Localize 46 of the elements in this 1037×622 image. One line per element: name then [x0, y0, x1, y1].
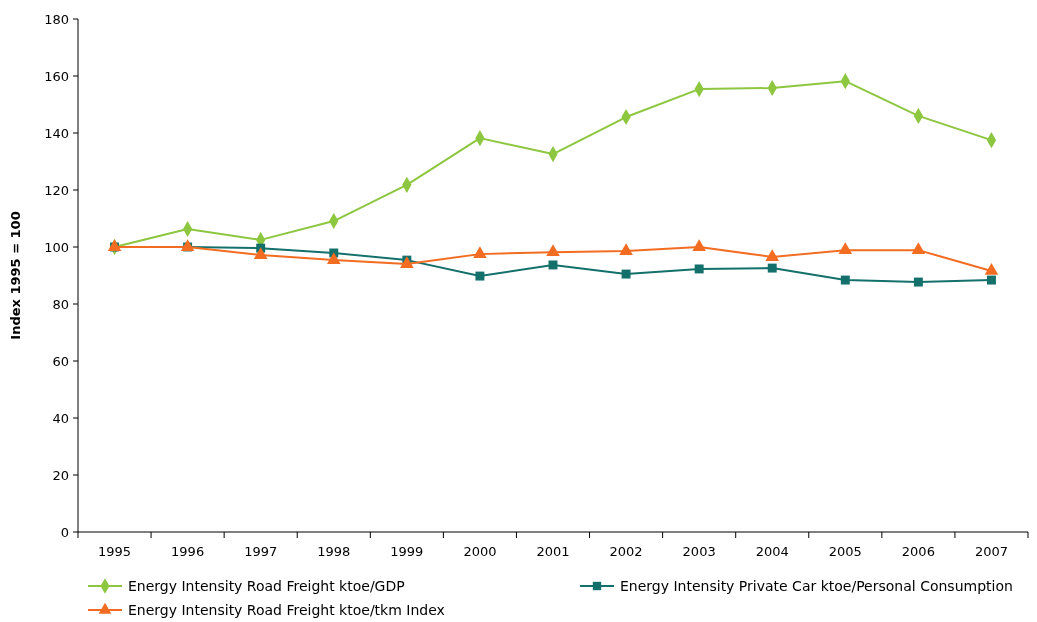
point: [911, 242, 926, 255]
y-tick-label: 180: [44, 11, 69, 27]
y-tick-label: 140: [44, 125, 69, 141]
point: [253, 247, 268, 259]
x-tick-label: 1998: [317, 544, 351, 559]
point: [767, 263, 777, 273]
x-tick-label: 2006: [901, 544, 935, 559]
point: [619, 243, 633, 255]
y-axis-title: Index 1995 = 100: [8, 211, 23, 340]
legend-label: Energy Intensity Road Freight ktoe/GDP: [128, 577, 405, 594]
x-tick-label: 1999: [390, 544, 424, 559]
legend-label: Energy Intensity Private Car ktoe/Personal Consumption: [620, 577, 1013, 594]
point: [765, 249, 780, 261]
point: [326, 252, 341, 265]
y-tick-label: 0: [60, 524, 69, 540]
point: [546, 244, 560, 257]
x-tick-label: 1995: [97, 544, 132, 559]
x-tick-label: 1997: [244, 544, 278, 559]
y-tick-label: 80: [52, 296, 69, 312]
x-tick-label: 1996: [171, 544, 205, 559]
x-tick-label: 2001: [536, 544, 570, 559]
x-tick-label: 2007: [974, 544, 1009, 559]
point: [986, 275, 996, 285]
point: [838, 242, 853, 255]
point: [840, 275, 850, 285]
legend-label: Energy Intensity Road Freight ktoe/tkm Index: [128, 601, 445, 618]
point: [694, 264, 704, 274]
x-tick-label: 2004: [755, 544, 789, 559]
point: [548, 260, 558, 270]
y-tick-label: 60: [52, 353, 69, 369]
y-tick-label: 40: [52, 410, 69, 426]
point: [475, 271, 485, 281]
x-tick-label: 2005: [828, 544, 862, 559]
y-tick-label: 120: [44, 182, 69, 198]
point: [621, 269, 631, 279]
y-tick-label: 100: [44, 239, 69, 255]
y-tick-label: 20: [52, 467, 69, 483]
point: [400, 256, 414, 269]
x-tick-label: 2003: [682, 544, 716, 559]
x-tick-label: 2002: [609, 544, 643, 559]
point: [984, 263, 999, 275]
point: [473, 246, 487, 259]
point: [692, 239, 706, 251]
y-tick-label: 160: [44, 68, 69, 84]
x-tick-label: 2000: [463, 544, 497, 559]
point: [913, 277, 923, 287]
